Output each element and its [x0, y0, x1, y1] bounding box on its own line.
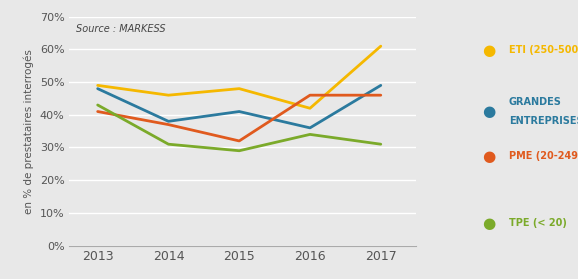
Y-axis label: en % de prestataires interrogés: en % de prestataires interrogés: [24, 49, 34, 213]
Text: ●: ●: [482, 104, 495, 119]
Text: ●: ●: [482, 149, 495, 164]
Text: TPE (< 20): TPE (< 20): [509, 218, 566, 228]
Text: GRANDES: GRANDES: [509, 97, 561, 107]
Text: ENTREPRISES: ENTREPRISES: [509, 116, 578, 126]
Text: PME (20-249): PME (20-249): [509, 151, 578, 161]
Text: Source : MARKESS: Source : MARKESS: [76, 24, 166, 33]
Text: ●: ●: [482, 216, 495, 231]
Text: ●: ●: [482, 43, 495, 58]
Text: ETI (250-5000): ETI (250-5000): [509, 45, 578, 55]
